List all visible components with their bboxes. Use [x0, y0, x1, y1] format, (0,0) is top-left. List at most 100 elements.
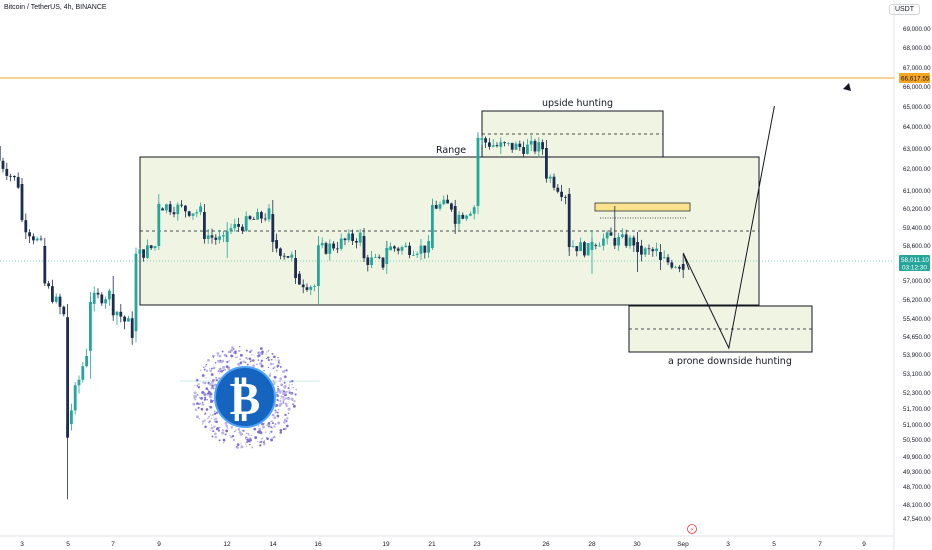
- candle-body: [0, 156, 1, 161]
- logo-dot: [274, 409, 277, 412]
- candle-body: [267, 208, 271, 220]
- logo-dot: [218, 368, 222, 372]
- logo-dot: [295, 388, 297, 391]
- range-label: Range: [436, 145, 466, 156]
- logo-dot: [197, 406, 200, 409]
- logo-dot: [218, 372, 221, 374]
- candle-body: [366, 257, 370, 266]
- supply-zone[interactable]: [594, 202, 691, 212]
- logo-dot: [271, 420, 274, 422]
- logo-dot: [208, 368, 211, 370]
- candle-body: [244, 216, 248, 231]
- logo-dot: [244, 438, 247, 440]
- candle-body: [628, 237, 632, 246]
- logo-dot: [201, 391, 205, 394]
- candle-body: [681, 264, 685, 270]
- logo-dot: [213, 425, 216, 428]
- logo-dot: [225, 429, 229, 433]
- candle-body: [351, 233, 354, 241]
- logo-dot: [293, 400, 296, 403]
- time-tick-label: 14: [269, 541, 277, 548]
- candle-body: [355, 240, 358, 243]
- candle-body: [180, 204, 183, 206]
- logo-dot: [222, 366, 226, 369]
- time-axis[interactable]: 3 5 7 9 12 14 16 19 21 23 26 28 30 Sep 3 5 7 9: [20, 541, 866, 548]
- logo-dot: [246, 363, 249, 366]
- logo-dot: [273, 416, 277, 420]
- logo-dot: [257, 351, 259, 353]
- logo-dot: [267, 424, 271, 427]
- current-price: 58,011.10: [901, 257, 929, 264]
- candle-body: [662, 257, 666, 259]
- logo-dot: [215, 379, 218, 382]
- candle-body: [123, 316, 126, 322]
- candle-body: [77, 379, 81, 386]
- time-tick-label: 28: [588, 541, 596, 548]
- logo-dot: [272, 436, 275, 439]
- logo-dot: [237, 428, 241, 431]
- candle-body: [100, 294, 104, 304]
- projection-path[interactable]: [682, 105, 775, 350]
- logo-dot: [285, 404, 288, 408]
- logo-dot: [260, 440, 263, 443]
- candle-body: [503, 142, 506, 144]
- candle-body: [476, 138, 480, 206]
- candle-body: [514, 143, 518, 150]
- price-tick-label: 53,100.00: [903, 371, 931, 378]
- logo-dot: [213, 383, 217, 387]
- candle-body: [317, 252, 320, 286]
- logo-dot: [221, 429, 225, 432]
- logo-dot: [247, 437, 249, 439]
- candle-body: [305, 287, 309, 290]
- logo-dot: [267, 356, 270, 359]
- logo-dot: [230, 348, 234, 352]
- logo-dot: [274, 436, 276, 439]
- candle-body: [85, 355, 88, 367]
- time-tick-label: 9: [157, 541, 161, 548]
- logo-dot: [213, 420, 216, 423]
- candle-body: [450, 203, 453, 210]
- logo-dot: [230, 426, 234, 429]
- candle-body: [9, 175, 12, 177]
- logo-dot: [280, 431, 282, 433]
- candle-body: [621, 234, 624, 238]
- logo-dot: [288, 390, 291, 393]
- candle-body: [560, 191, 563, 197]
- logo-dot: [251, 354, 253, 356]
- logo-dot: [193, 395, 195, 397]
- candle-body: [66, 317, 69, 438]
- events-icon[interactable]: [687, 524, 697, 534]
- candle-body: [643, 248, 647, 255]
- candle-body: [115, 311, 119, 316]
- candle-body: [62, 306, 66, 315]
- price-tick-label: 59,400.00: [903, 225, 931, 232]
- logo-dot: [288, 384, 291, 386]
- logo-dot: [269, 372, 271, 375]
- candle-body: [168, 204, 172, 213]
- candle-body: [480, 138, 484, 140]
- logo-dot: [209, 429, 211, 431]
- candle-body: [279, 248, 282, 256]
- candle-body: [575, 246, 579, 252]
- candle-body: [237, 223, 240, 227]
- currency-button[interactable]: USDT: [888, 4, 920, 15]
- logo-dot: [201, 374, 205, 377]
- price-tick-label: 64,000.00: [903, 124, 931, 131]
- candle-body: [518, 143, 522, 148]
- logo-dot: [242, 429, 245, 432]
- candle-body: [324, 243, 328, 254]
- candle-body: [222, 235, 225, 237]
- candle-body: [199, 206, 202, 213]
- logo-dot: [232, 435, 235, 438]
- candle-body: [567, 194, 571, 242]
- logo-dot: [277, 421, 281, 425]
- logo-dot: [225, 355, 228, 358]
- logo-dot: [204, 396, 207, 399]
- logo-dot: [276, 364, 280, 368]
- price-axis[interactable]: 69,000.00 68,000.00 67,000.00 66,000.00 65,0…: [903, 26, 931, 523]
- candle-body: [541, 142, 544, 150]
- logo-dot: [239, 358, 242, 361]
- price-tick-label: 47,540.00: [903, 516, 931, 523]
- candle-body: [545, 170, 548, 179]
